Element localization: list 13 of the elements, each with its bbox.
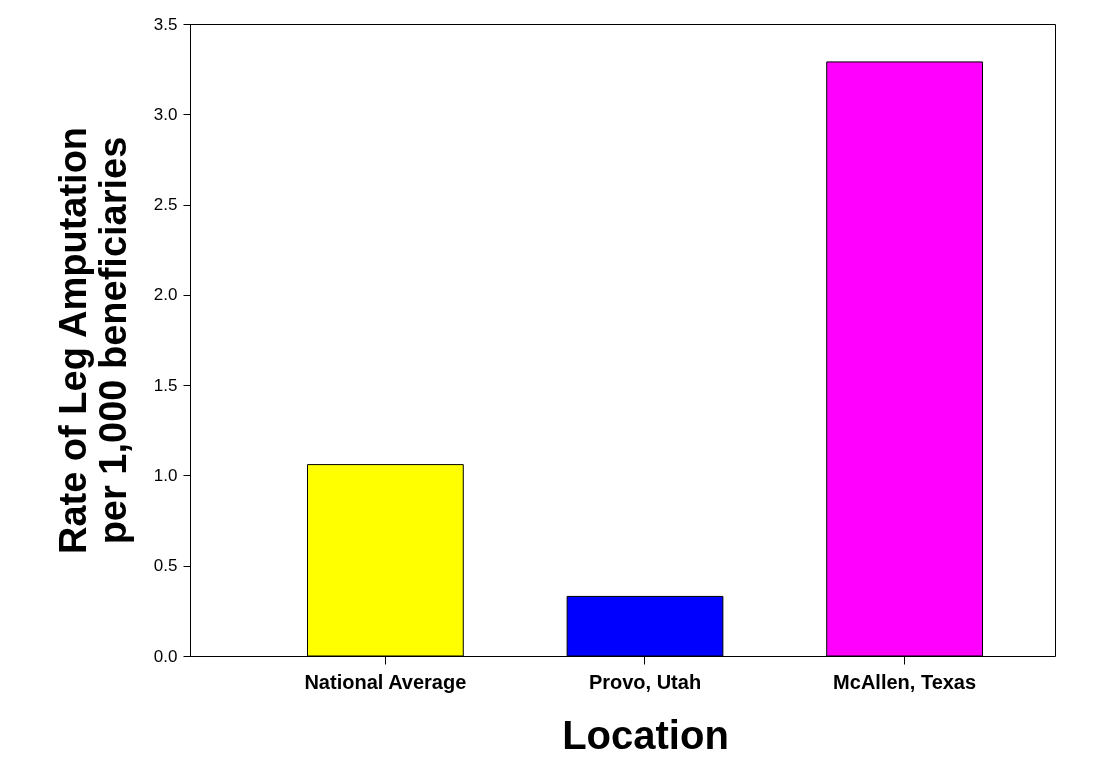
x-axis-title: Location (562, 712, 729, 757)
y-tick-label: 1.5 (153, 375, 178, 395)
y-tick-label: 3.5 (153, 14, 178, 34)
y-axis-title: Rate of Leg Amputation per 1,000 beneficiaries (51, 126, 134, 555)
x-tick-label: Provo, Utah (588, 670, 702, 693)
y-tick-label: 3.0 (153, 104, 178, 124)
y-tick-label: 0.0 (153, 646, 178, 666)
y-tick-label: 0.5 (153, 556, 178, 576)
x-tick-label: McAllen, Texas (833, 670, 977, 693)
y-tick-label: 2.5 (153, 195, 178, 215)
x-tick-label: National Average (304, 670, 467, 693)
y-tick-label: 2.0 (153, 285, 178, 305)
y-tick-label: 1.0 (153, 465, 178, 485)
